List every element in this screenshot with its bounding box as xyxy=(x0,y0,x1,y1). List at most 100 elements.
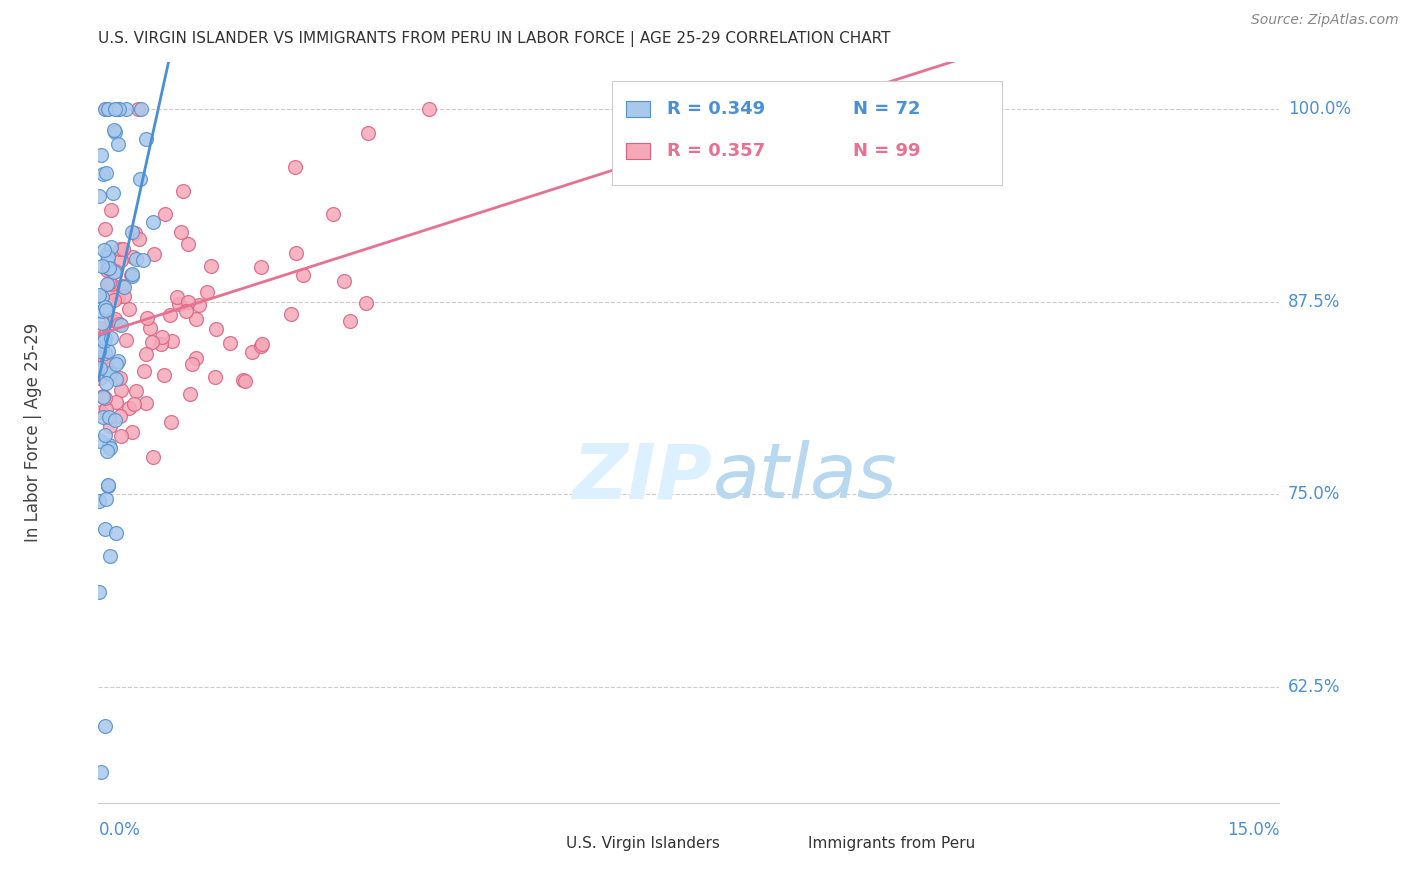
Point xyxy=(91,389,114,403)
Point xyxy=(96,303,118,318)
Point xyxy=(89,343,111,358)
Text: 15.0%: 15.0% xyxy=(1227,822,1279,839)
Point xyxy=(167,297,190,311)
Point xyxy=(124,226,146,240)
Point xyxy=(339,314,361,328)
Point xyxy=(97,479,120,493)
Point xyxy=(128,171,150,186)
Point xyxy=(177,237,200,252)
Point xyxy=(97,260,120,275)
Point xyxy=(107,317,129,331)
Text: 87.5%: 87.5% xyxy=(1288,293,1340,310)
Point xyxy=(128,232,150,246)
Point xyxy=(93,351,115,365)
Point xyxy=(177,294,200,309)
Point xyxy=(104,312,127,326)
Point xyxy=(121,267,143,281)
Point xyxy=(96,253,118,268)
Point xyxy=(107,354,129,368)
Point xyxy=(89,494,111,508)
Point xyxy=(233,375,256,389)
Point xyxy=(98,419,121,434)
Point xyxy=(105,394,128,409)
Point xyxy=(100,240,122,254)
Point xyxy=(97,102,120,116)
Point xyxy=(107,290,129,304)
Point xyxy=(96,354,118,368)
Point xyxy=(280,308,302,322)
Text: 75.0%: 75.0% xyxy=(1288,485,1340,503)
Text: ZIP: ZIP xyxy=(572,440,713,514)
Point xyxy=(91,304,114,318)
Point xyxy=(141,334,163,349)
Point xyxy=(97,367,120,381)
Point xyxy=(356,126,378,140)
Point xyxy=(96,102,118,116)
Point xyxy=(98,438,121,452)
Point xyxy=(835,102,858,116)
Point xyxy=(195,285,218,299)
Point xyxy=(97,251,120,265)
Point xyxy=(93,243,115,257)
FancyBboxPatch shape xyxy=(626,101,650,117)
Point xyxy=(93,222,115,236)
Point xyxy=(98,441,121,455)
Point xyxy=(111,279,134,293)
Point xyxy=(98,285,121,299)
Point xyxy=(121,425,143,439)
Point xyxy=(90,344,112,359)
Point xyxy=(91,167,114,181)
Point xyxy=(354,295,377,310)
Text: In Labor Force | Age 25-29: In Labor Force | Age 25-29 xyxy=(24,323,42,542)
Point xyxy=(181,357,204,371)
Point xyxy=(322,207,344,221)
Point xyxy=(94,428,117,442)
Point xyxy=(135,310,157,325)
Point xyxy=(179,387,201,401)
Point xyxy=(152,330,174,344)
Point xyxy=(112,242,135,256)
Point xyxy=(205,322,228,336)
Point xyxy=(97,477,120,491)
Point xyxy=(89,371,111,385)
Point xyxy=(141,215,163,229)
Point xyxy=(170,225,193,239)
Point xyxy=(135,346,157,360)
Point xyxy=(250,339,273,353)
Point xyxy=(135,132,157,146)
Point xyxy=(292,268,315,283)
Point xyxy=(159,308,181,322)
FancyBboxPatch shape xyxy=(766,834,799,855)
Text: R = 0.349: R = 0.349 xyxy=(666,100,765,118)
Text: 62.5%: 62.5% xyxy=(1288,678,1340,696)
Point xyxy=(115,333,138,347)
FancyBboxPatch shape xyxy=(626,143,650,160)
Point xyxy=(186,311,208,326)
Point xyxy=(142,450,165,464)
Text: R = 0.357: R = 0.357 xyxy=(666,143,765,161)
Point xyxy=(112,280,135,294)
Point xyxy=(249,260,271,274)
Point xyxy=(93,719,115,733)
Point xyxy=(108,102,131,116)
Point xyxy=(90,290,112,304)
Point xyxy=(93,300,115,314)
Point xyxy=(188,298,211,312)
Point xyxy=(110,318,132,332)
Point xyxy=(107,102,129,116)
Point xyxy=(94,522,117,536)
Point xyxy=(94,492,117,507)
Point xyxy=(94,391,117,405)
Point xyxy=(91,410,114,425)
Point xyxy=(110,371,132,385)
Text: Immigrants from Peru: Immigrants from Peru xyxy=(808,836,976,851)
Point xyxy=(186,351,208,366)
Point xyxy=(132,364,155,378)
Point xyxy=(96,247,118,261)
Point xyxy=(108,242,131,256)
Point xyxy=(94,346,117,360)
Point xyxy=(204,370,226,384)
Point xyxy=(284,160,307,174)
Point xyxy=(104,102,127,116)
Point xyxy=(98,549,121,563)
